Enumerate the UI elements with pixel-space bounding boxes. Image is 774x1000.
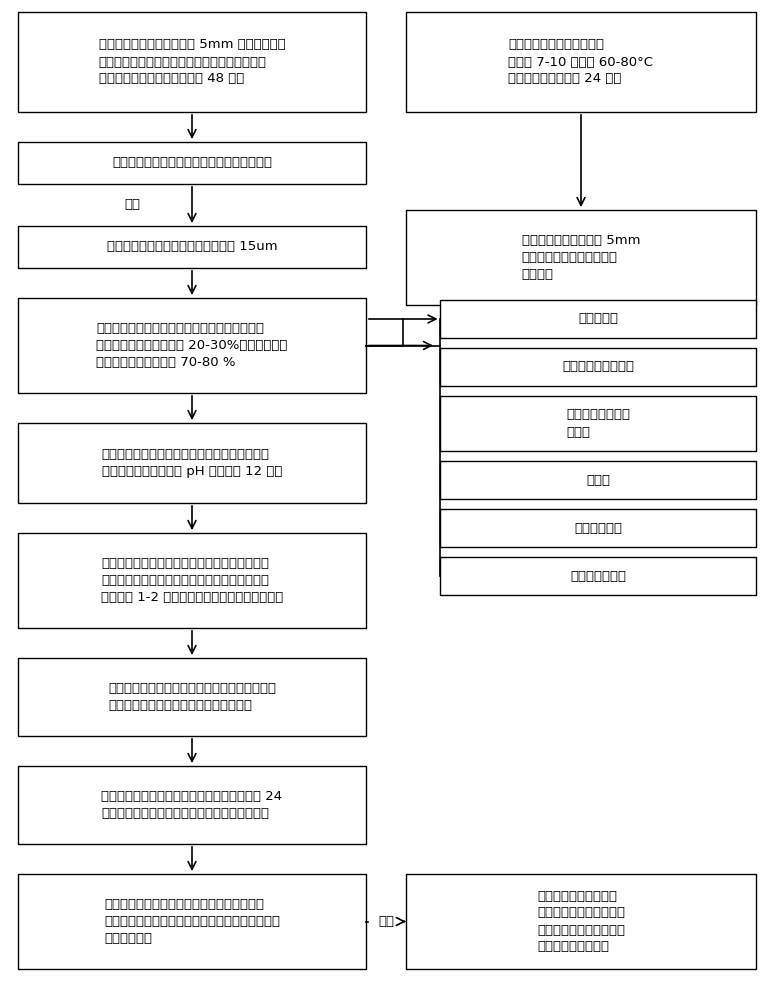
Bar: [18, 766, 366, 844]
Bar: [18, 142, 366, 184]
Bar: [18, 874, 366, 969]
Bar: [440, 509, 756, 547]
Bar: [440, 557, 756, 595]
Text: 控制磨细废弃玻璃粉末平均粒径小于 15um: 控制磨细废弃玻璃粉末平均粒径小于 15um: [107, 240, 277, 253]
Bar: [440, 300, 756, 338]
Bar: [440, 348, 756, 386]
Bar: [406, 12, 756, 112]
Text: 测定无机聚合物固化淤泥后形成的固结体抗压
强度、抗折强度、干燥收缩、碱硅酸反应膨胀值、
重金属浸出量: 测定无机聚合物固化淤泥后形成的固结体抗压 强度、抗折强度、干燥收缩、碱硅酸反应膨…: [104, 898, 280, 945]
Bar: [18, 226, 366, 268]
Text: 粉煤灰用量: 粉煤灰用量: [578, 312, 618, 326]
Text: 在无机聚合物浆体中加入烘干淤泥，继续搅拌几
分钟，形成均一的无机聚合物淤泥浆体。: 在无机聚合物浆体中加入烘干淤泥，继续搅拌几 分钟，形成均一的无机聚合物淤泥浆体。: [108, 682, 276, 712]
Text: 无机聚合物淤泥浆体浇筑到试模中，室内放置 24
小时后，放入标准养护室养护到规定的测试龄期: 无机聚合物淤泥浆体浇筑到试模中，室内放置 24 小时后，放入标准养护室养护到规定…: [101, 790, 283, 820]
Text: 烘干后淤泥粉碎并通过 5mm
方孔筛，测定淤泥中的重金
属浸出量: 烘干后淤泥粉碎并通过 5mm 方孔筛，测定淤泥中的重金 属浸出量: [522, 234, 640, 281]
Text: 确定无机聚合物淤泥固化材料中各个组分用量，
粉煤灰占胶凝材料用量的 20-30%，磨细废弃玻
璃粉占胶凝材料用量的 70-80 %: 确定无机聚合物淤泥固化材料中各个组分用量， 粉煤灰占胶凝材料用量的 20-30%…: [96, 322, 288, 369]
Text: 水胶比: 水胶比: [586, 474, 610, 487]
Text: 废弃聚丙烯地毯纤
维用量: 废弃聚丙烯地毯纤 维用量: [566, 408, 630, 438]
Text: 将淤泥进行充分搅拌，在露
天放置 7-10 天后在 60-80°C
温度下进行脱水烘干 24 小时: 将淤泥进行充分搅拌，在露 天放置 7-10 天后在 60-80°C 温度下进行脱…: [509, 38, 653, 86]
Text: 焦亚硫酸钠用量: 焦亚硫酸钠用量: [570, 570, 626, 582]
Text: 满足: 满足: [378, 915, 394, 928]
Bar: [406, 874, 756, 969]
Text: 满足: 满足: [124, 198, 140, 212]
Text: 磨细废弃玻璃粉用量: 磨细废弃玻璃粉用量: [562, 360, 634, 373]
Bar: [440, 461, 756, 499]
Bar: [18, 423, 366, 503]
Text: 无机聚合物固化淤泥后
形成固结体的力学性能、
碱硅酸反应膨胀、重金属
浸出量满足设计要求: 无机聚合物固化淤泥后 形成固结体的力学性能、 碱硅酸反应膨胀、重金属 浸出量满足…: [537, 890, 625, 954]
Bar: [440, 396, 756, 451]
Bar: [406, 210, 756, 305]
Bar: [18, 658, 366, 736]
Text: 激光粒度仪检测磨细废弃玻璃粉末颗粒的尺寸: 激光粒度仪检测磨细废弃玻璃粉末颗粒的尺寸: [112, 156, 272, 169]
Text: 将定量粉煤灰、磨细废弃玻璃粉、废弃聚丙烯地
毯纤维搅拌，加入含氢氧化钠与焦亚硫酸钠拌和
水，拌合 1-2 小时，去除无机聚合物浆体中气泡: 将定量粉煤灰、磨细废弃玻璃粉、废弃聚丙烯地 毯纤维搅拌，加入含氢氧化钠与焦亚硫酸…: [101, 557, 283, 604]
Text: 氢氧化钠用量: 氢氧化钠用量: [574, 522, 622, 534]
Bar: [18, 533, 366, 628]
Bar: [18, 12, 366, 112]
Text: 将废弃玻璃进行粉碎，通过 5mm 方孔筛，去除
废弃玻璃中杂质与不规则颗粒。放入球磨机球磨
得到磨细废弃玻璃粉末，放置 48 小时: 将废弃玻璃进行粉碎，通过 5mm 方孔筛，去除 废弃玻璃中杂质与不规则颗粒。放入…: [98, 38, 286, 86]
Bar: [18, 298, 366, 393]
Text: 将氢氧化钠与焦亚硫酸钠溶解在拌和水中，成为
均一拌和水溶液，溶液 pH 值控制在 12 以上: 将氢氧化钠与焦亚硫酸钠溶解在拌和水中，成为 均一拌和水溶液，溶液 pH 值控制在…: [102, 448, 283, 478]
